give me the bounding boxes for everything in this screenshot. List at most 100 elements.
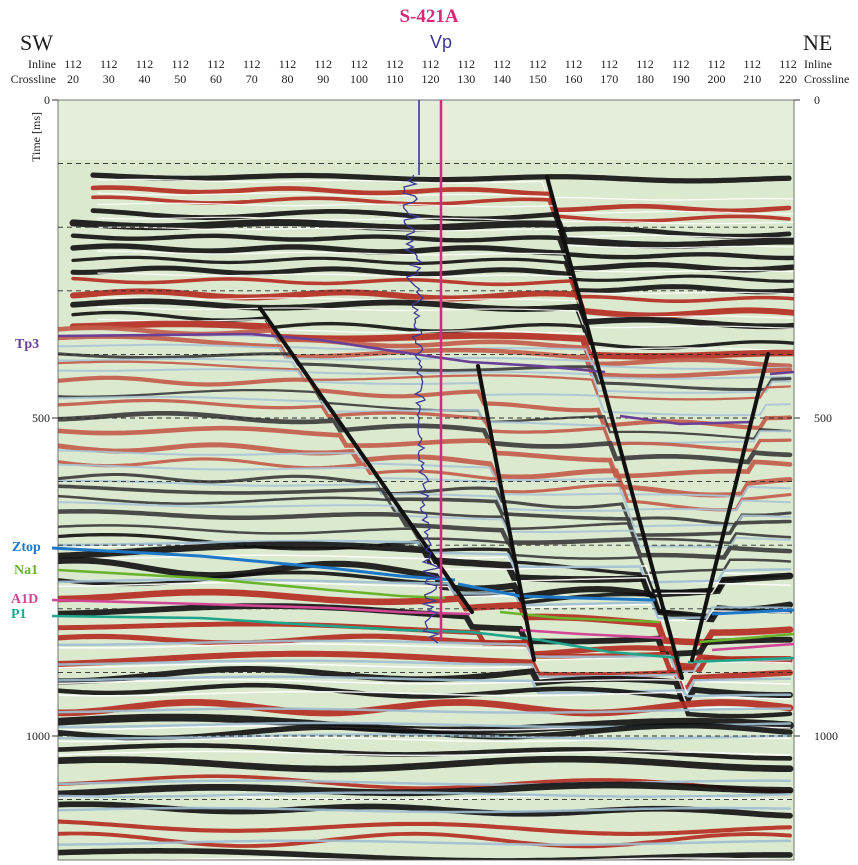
- reflector-band: [58, 325, 793, 369]
- inline-number: 112: [64, 57, 82, 71]
- reflector-band: [58, 675, 792, 698]
- reflector-band: [58, 791, 792, 798]
- reflector-band: [58, 839, 792, 846]
- reflector-band: [97, 306, 794, 329]
- seismic-section: [58, 100, 794, 860]
- inline-number: 112: [314, 57, 332, 71]
- reflector-band: [58, 334, 793, 379]
- crossline-number: 70: [246, 72, 258, 86]
- horizon-tp3-line-edge: [769, 370, 795, 376]
- time-tick-label: 500: [32, 411, 50, 425]
- reflector-band: [70, 265, 794, 295]
- reflector-band: [58, 509, 793, 560]
- horizon-ztop-line: [51, 546, 456, 582]
- well-s421a: [401, 100, 443, 644]
- reflector-band: [58, 357, 791, 394]
- crossline-number: 40: [139, 72, 151, 86]
- horizon-na1-label: Na1: [14, 563, 38, 578]
- reflector-band: [70, 233, 794, 261]
- reflector-band: [70, 288, 794, 319]
- horizon-p1-line: [51, 614, 681, 660]
- inline-number: 112: [493, 57, 511, 71]
- crossline-number: 160: [565, 72, 583, 86]
- horizon-a1d-line: [51, 598, 471, 616]
- reflector-band: [58, 588, 794, 646]
- inline-number: 112: [279, 57, 297, 71]
- reflector-band: [69, 320, 794, 360]
- time-tick-label: 0: [44, 93, 50, 107]
- reflector-band: [58, 472, 792, 527]
- crossline-number: 50: [174, 72, 186, 86]
- reflector-band: [58, 352, 792, 392]
- reflector-band: [58, 449, 791, 498]
- reflector-band: [58, 819, 793, 836]
- horizon-tp3-label: Tp3: [15, 337, 39, 352]
- column-headers: 1122011230112401125011260112701128011290…: [64, 57, 797, 86]
- crossline-number: 100: [350, 72, 368, 86]
- inline-number: 112: [100, 57, 118, 71]
- horizon-p1-line-east: [687, 656, 795, 664]
- reflector-band: [71, 255, 794, 283]
- horizon-ztop-label: Ztop: [12, 540, 41, 555]
- crossline-number: 110: [386, 72, 404, 86]
- crossline-number: 200: [708, 72, 726, 86]
- crossline-number: 130: [457, 72, 475, 86]
- crossline-number: 150: [529, 72, 547, 86]
- reflector-band: [97, 296, 794, 319]
- horizon-ztop-line-east: [457, 582, 656, 602]
- inline-number: 112: [600, 57, 618, 71]
- reflector-band: [58, 410, 793, 465]
- inline-number: 112: [457, 57, 475, 71]
- reflector-band: [58, 699, 794, 717]
- time-tick-label-right: 0: [814, 93, 820, 107]
- inline-number: 112: [243, 57, 261, 71]
- inline-number: 112: [171, 57, 189, 71]
- reflector-band: [97, 216, 794, 239]
- time-axis-right: 0 500 1000: [794, 93, 838, 743]
- reflector-band: [58, 779, 792, 786]
- crossline-number: 170: [600, 72, 618, 86]
- time-gridlines: [58, 163, 794, 801]
- reflector-band: [58, 707, 792, 714]
- reflector-band: [58, 463, 791, 512]
- crossline-header-label: Crossline: [11, 72, 56, 86]
- reflector-band: [58, 524, 792, 575]
- reflector-band: [58, 360, 792, 401]
- horizon-na1-line-edge: [699, 632, 795, 644]
- reflector-band: [58, 554, 791, 595]
- reflector-band: [58, 806, 792, 814]
- inline-number: 112: [422, 57, 440, 71]
- horizon-a1d-line-east: [519, 628, 665, 640]
- crossline-number: 60: [210, 72, 222, 86]
- crossline-number: 20: [67, 72, 79, 86]
- time-tick-label-right: 500: [814, 411, 832, 425]
- crossline-number: 180: [636, 72, 654, 86]
- crossline-number: 30: [103, 72, 115, 86]
- reflector-band: [58, 679, 791, 700]
- inline-number: 112: [529, 57, 547, 71]
- horizon-a1d-label: A1D: [11, 592, 38, 607]
- inline-number: 112: [779, 57, 797, 71]
- time-axis-left: 0 500 1000: [26, 93, 58, 743]
- horizon-lines: [51, 332, 795, 664]
- reflector-band: [97, 318, 794, 351]
- crossline-header-label-right: Crossline: [804, 72, 849, 86]
- horizon-p1-label: P1: [11, 607, 27, 622]
- inline-number: 112: [136, 57, 154, 71]
- inline-number: 112: [565, 57, 583, 71]
- reflector-band: [70, 243, 794, 273]
- reflector-band: [97, 226, 794, 249]
- time-tick-label-right: 1000: [814, 729, 838, 743]
- reflector-band: [97, 192, 794, 215]
- inline-header-label: Inline: [28, 57, 56, 71]
- crossline-number: 140: [493, 72, 511, 86]
- reflector-band: [58, 733, 792, 740]
- reflector-band: [58, 368, 791, 417]
- fault-lines: [258, 175, 770, 680]
- crossline-number: 90: [317, 72, 329, 86]
- reflector-bands: [58, 172, 794, 860]
- horizon-tp3-line-east: [619, 414, 753, 426]
- water-column: [58, 100, 794, 160]
